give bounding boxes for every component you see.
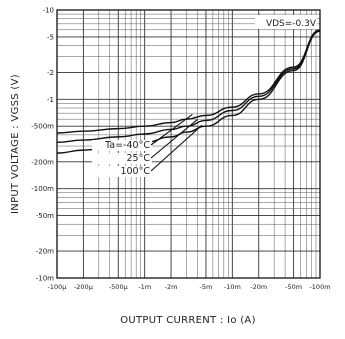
series-label-2: 100°C bbox=[120, 166, 150, 177]
y-tick-label: -5 bbox=[47, 33, 54, 41]
x-tick-labels: -100μ -200μ -500μ -1m -2m -5m -10m -20m -50m -100… bbox=[48, 283, 331, 291]
x-tick-label: -500μ bbox=[109, 283, 128, 291]
condition-annotation: VDS=-0.3V bbox=[266, 19, 317, 29]
x-tick-label: -50m bbox=[285, 283, 302, 291]
y-tick-label: -100m bbox=[31, 185, 54, 193]
x-tick-label: -10m bbox=[224, 283, 241, 291]
series-label-bg bbox=[92, 153, 152, 164]
curve-labels: Ta=-40°C 25°C 100°C bbox=[92, 114, 203, 177]
x-tick-label: -1m bbox=[138, 283, 151, 291]
x-tick-label: -200μ bbox=[74, 283, 93, 291]
series-label-1: 25°C bbox=[127, 153, 151, 164]
y-axis-title: INPUT VOLTAGE : VGSS (V) bbox=[10, 74, 21, 214]
plot-frame bbox=[56, 9, 321, 279]
y-tick-label: -500m bbox=[31, 123, 54, 131]
y-tick-label: -1 bbox=[47, 96, 54, 104]
x-tick-label: -100μ bbox=[48, 283, 67, 291]
grid bbox=[56, 10, 320, 279]
y-tick-label: -20m bbox=[36, 248, 54, 256]
series-label-bg bbox=[92, 140, 152, 151]
annotation-box bbox=[255, 15, 317, 29]
series-label-bg bbox=[92, 166, 152, 177]
series-label-0: Ta=-40°C bbox=[104, 140, 150, 151]
series-leader-line bbox=[150, 114, 193, 146]
y-tick-label: -50m bbox=[36, 212, 54, 220]
y-tick-labels: -10 -5 -2 -1 -500m -200m -100m -50m -20m -10m bbox=[31, 7, 54, 283]
series-line-1 bbox=[56, 29, 321, 144]
y-tick-label: -200m bbox=[31, 158, 54, 166]
y-tick-label: -10m bbox=[36, 275, 54, 283]
y-tick-label: -2 bbox=[47, 69, 54, 77]
x-tick-label: -20m bbox=[250, 283, 267, 291]
series-leader-line bbox=[150, 124, 203, 172]
data-curves bbox=[56, 29, 321, 154]
x-axis-title: OUTPUT CURRENT : Io (A) bbox=[120, 315, 256, 326]
x-tick-label: -2m bbox=[165, 283, 178, 291]
x-tick-label: -5m bbox=[200, 283, 213, 291]
x-tick-label: -100m bbox=[309, 283, 330, 291]
series-leader-line bbox=[150, 119, 198, 159]
y-tick-label: -10 bbox=[43, 7, 54, 15]
